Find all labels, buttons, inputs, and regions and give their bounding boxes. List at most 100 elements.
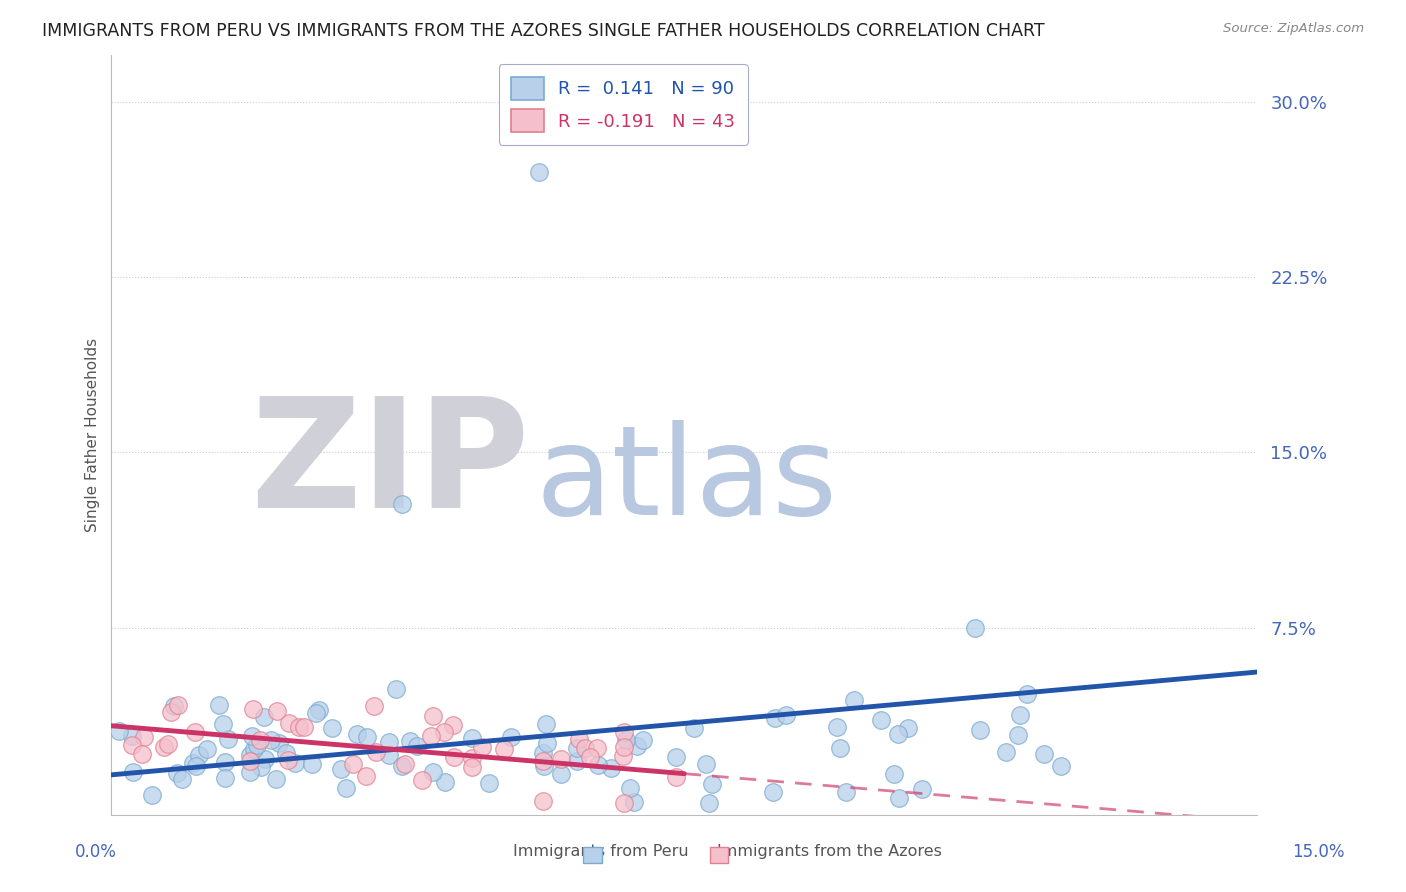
Point xyxy=(188,747,211,762)
Point xyxy=(911,782,934,797)
Point xyxy=(157,737,180,751)
Text: IMMIGRANTS FROM PERU VS IMMIGRANTS FROM THE AZORES SINGLE FATHER HOUSEHOLDS CORR: IMMIGRANTS FROM PERU VS IMMIGRANTS FROM … xyxy=(42,22,1045,40)
Point xyxy=(599,761,621,775)
Point xyxy=(619,780,641,795)
Point xyxy=(346,727,368,741)
Point xyxy=(321,721,343,735)
Point xyxy=(249,733,271,747)
Point xyxy=(163,699,186,714)
Y-axis label: Single Father Households: Single Father Households xyxy=(86,338,100,532)
Point xyxy=(574,740,596,755)
Legend: R =  0.141   N = 90, R = -0.191   N = 43: R = 0.141 N = 90, R = -0.191 N = 43 xyxy=(499,64,748,145)
Point xyxy=(294,721,316,735)
Point xyxy=(761,785,783,799)
Point xyxy=(301,757,323,772)
Point xyxy=(565,741,588,756)
Point xyxy=(665,770,688,784)
Point xyxy=(238,748,260,763)
Point xyxy=(887,727,910,741)
Point xyxy=(441,718,464,732)
Point xyxy=(266,704,288,718)
Point xyxy=(763,711,786,725)
Point xyxy=(305,706,328,721)
Point xyxy=(329,762,352,776)
Point xyxy=(531,794,554,808)
Point xyxy=(160,706,183,720)
Point xyxy=(277,753,299,767)
Point xyxy=(278,716,301,731)
Point xyxy=(695,756,717,771)
Point xyxy=(1032,747,1054,761)
Point xyxy=(356,730,378,744)
Point xyxy=(363,699,385,714)
Text: atlas: atlas xyxy=(536,420,838,541)
Text: Immigrants from the Azores: Immigrants from the Azores xyxy=(717,845,942,859)
Text: ZIP: ZIP xyxy=(250,391,530,540)
Point xyxy=(433,725,456,739)
Point xyxy=(842,693,865,707)
Point xyxy=(217,731,239,746)
Point xyxy=(697,796,720,810)
Point xyxy=(422,764,444,779)
Point xyxy=(391,497,413,511)
Point xyxy=(461,750,484,764)
Point xyxy=(378,747,401,762)
Point xyxy=(195,742,218,756)
Point xyxy=(534,717,557,731)
Point xyxy=(613,796,636,810)
Point xyxy=(366,745,388,759)
Text: 0.0%: 0.0% xyxy=(75,843,117,861)
Point xyxy=(460,760,482,774)
Point xyxy=(264,772,287,787)
Point xyxy=(170,772,193,786)
Point xyxy=(308,703,330,717)
Point xyxy=(1007,728,1029,742)
Point xyxy=(284,756,307,770)
Point xyxy=(354,769,377,783)
Point xyxy=(184,759,207,773)
Point xyxy=(121,739,143,753)
Point xyxy=(614,732,637,747)
Point xyxy=(550,767,572,781)
Point xyxy=(579,750,602,764)
Point xyxy=(883,766,905,780)
Point xyxy=(153,739,176,754)
Point xyxy=(683,721,706,735)
Text: Immigrants from Peru: Immigrants from Peru xyxy=(513,845,689,859)
Point xyxy=(586,758,609,772)
Point xyxy=(141,789,163,803)
Point xyxy=(385,681,408,696)
Point xyxy=(492,741,515,756)
Point xyxy=(335,780,357,795)
Point xyxy=(166,698,188,712)
Point xyxy=(267,736,290,750)
Point xyxy=(121,729,143,743)
Point xyxy=(963,621,986,635)
Point xyxy=(969,723,991,738)
Text: Source: ZipAtlas.com: Source: ZipAtlas.com xyxy=(1223,22,1364,36)
Point xyxy=(411,772,433,787)
Point xyxy=(391,758,413,772)
Point xyxy=(288,720,311,734)
Point xyxy=(276,746,298,760)
Point xyxy=(613,740,636,755)
Point xyxy=(626,739,648,754)
Point xyxy=(243,742,266,756)
Point xyxy=(1015,687,1038,701)
Point xyxy=(184,724,207,739)
Point xyxy=(501,731,523,745)
Point xyxy=(585,741,607,756)
Text: 15.0%: 15.0% xyxy=(1292,843,1346,861)
Point xyxy=(240,729,263,743)
Point xyxy=(550,752,572,766)
Point xyxy=(131,747,153,761)
Point xyxy=(422,708,444,723)
Point xyxy=(531,754,554,768)
Point xyxy=(108,723,131,738)
Point xyxy=(623,795,645,809)
Point xyxy=(122,764,145,779)
Point xyxy=(212,717,235,731)
Point xyxy=(434,775,457,789)
Point xyxy=(568,731,591,746)
Point xyxy=(399,733,422,747)
